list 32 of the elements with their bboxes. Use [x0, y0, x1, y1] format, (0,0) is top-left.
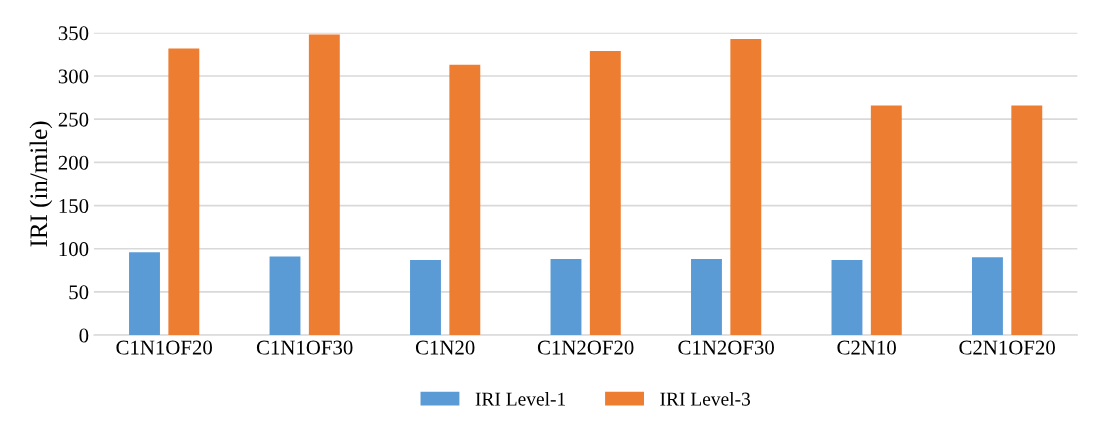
legend-label: IRI Level-1: [475, 391, 566, 406]
y-axis-title: IRI (in/mile): [29, 121, 53, 247]
bar: [589, 50, 621, 336]
x-tick-label: C2N10: [837, 340, 896, 355]
x-tick-label: C1N2OF20: [537, 340, 634, 355]
bar: [1011, 105, 1043, 336]
x-tick-label: C2N1OF20: [959, 340, 1055, 355]
legend-label: IRI Level-3: [660, 391, 751, 406]
x-tick-label: C1N2OF30: [678, 340, 774, 355]
bar: [972, 257, 1003, 336]
bar: [691, 259, 722, 336]
x-tick-label: C1N20: [415, 340, 475, 355]
bar: [730, 38, 762, 336]
y-tick-label: 300: [58, 69, 89, 84]
x-tick-label: C1N1OF30: [256, 340, 353, 355]
bar: [410, 259, 441, 336]
y-tick-label: 200: [58, 155, 89, 170]
bar: [308, 34, 340, 336]
bar: [449, 64, 481, 336]
y-tick-label: 100: [59, 242, 89, 257]
bar: [870, 105, 902, 336]
bar: [550, 259, 582, 336]
bar: [831, 259, 863, 336]
bar: [129, 252, 160, 336]
y-tick-label: 50: [69, 285, 89, 300]
bar: [269, 256, 301, 336]
y-tick-label: 350: [58, 26, 89, 41]
y-tick-label: 150: [59, 198, 89, 213]
bar: [168, 48, 200, 336]
y-tick-label: 0: [79, 328, 89, 343]
x-tick-label: C1N1OF20: [116, 340, 212, 355]
y-tick-label: 250: [58, 112, 89, 127]
